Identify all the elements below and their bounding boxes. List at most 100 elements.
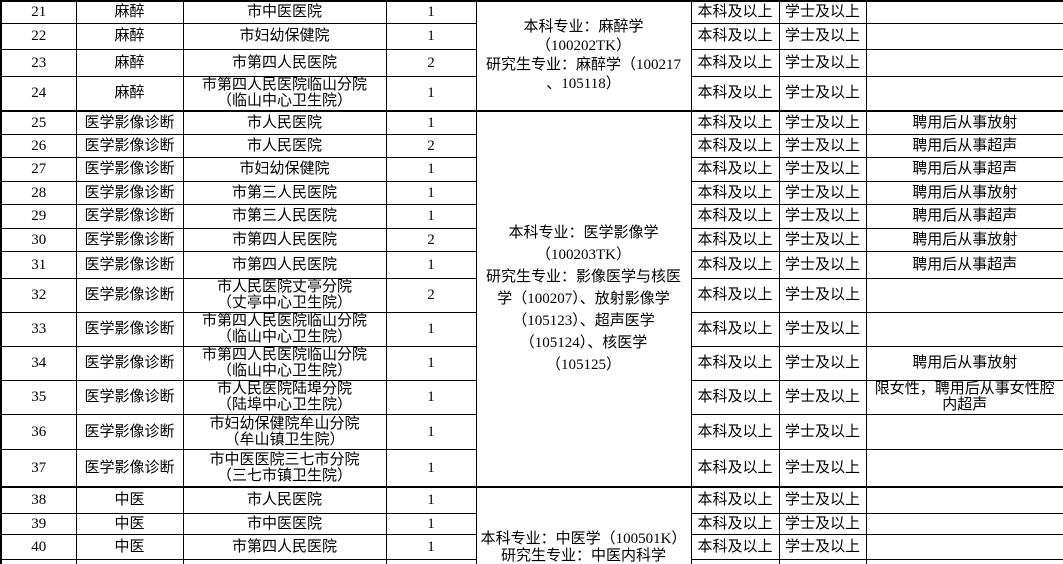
cell-hospital: 市第四人民医院临山分院 （临山中心卫生院）	[182, 311, 387, 347]
cell-education: 本科及以上	[690, 379, 780, 415]
cell-number: 40	[0, 533, 77, 560]
cell-education: 本科及以上	[690, 345, 780, 381]
cell-education: 本科及以上	[690, 533, 780, 560]
cell-remark	[865, 558, 1063, 564]
cell-education: 本科及以上	[690, 277, 780, 313]
cell-number: 33	[0, 311, 77, 347]
table-row: 33 医学影像诊断 市第四人民医院临山分院 （临山中心卫生院） 1 本科及以上 …	[0, 311, 1063, 347]
cell-major: 医学影像诊断	[75, 413, 184, 450]
cell-number: 37	[0, 448, 77, 488]
cell-count: 1	[385, 413, 477, 450]
cell-major: 麻醉	[75, 0, 184, 24]
table-row: 27 医学影像诊断 市妇幼保健院 1 本科及以上 学士及以上 聘用后从事超声	[0, 156, 1063, 182]
table-row: 23 麻醉 市第四人民医院 2 本科及以上 学士及以上	[0, 48, 1063, 77]
cell-degree: 学士及以上	[778, 486, 867, 514]
table-row: 21 麻醉 市中医医院 1 本科专业：麻醉学 （100202TK） 研究生专业：…	[0, 0, 1063, 112]
cell-remark: 限女性，聘用后从事女性腔内超声	[865, 379, 1063, 415]
table-row: 32 医学影像诊断 市人民医院丈亭分院 （丈亭中心卫生院） 2 本科及以上 学士…	[0, 277, 1063, 313]
cell-remark	[865, 48, 1063, 77]
cell-remark: 聘用后从事放射	[865, 110, 1063, 135]
cell-major: 医学影像诊断	[75, 110, 184, 135]
cell-degree: 学士及以上	[778, 345, 867, 381]
cell-count: 2	[385, 133, 477, 158]
cell-number: 24	[0, 75, 77, 112]
cell-major: 医学影像诊断	[75, 156, 184, 182]
cell-count: 1	[385, 156, 477, 182]
table-row: 26 医学影像诊断 市人民医院 2 本科及以上 学士及以上 聘用后从事超声	[0, 133, 1063, 158]
cell-major: 医学影像诊断	[75, 133, 184, 158]
cell-hospital: 市妇幼保健院	[182, 22, 387, 50]
cell-remark: 聘用后从事放射	[865, 345, 1063, 381]
cell-remark: 聘用后从事超声	[865, 203, 1063, 229]
cell-degree: 学士及以上	[778, 0, 867, 24]
table-row: 37 医学影像诊断 市中医医院三七市分院 （三七市镇卫生院） 1 本科及以上 学…	[0, 448, 1063, 488]
cell-hospital: 市中医医院三七市分院 （三七市镇卫生院）	[182, 448, 387, 488]
cell-degree: 学士及以上	[778, 379, 867, 415]
cell-major: 医学影像诊断	[75, 311, 184, 347]
cell-hospital: 市妇幼保健院牟山分院 （牟山镇卫生院）	[182, 413, 387, 450]
cell-major: 医学影像诊断	[75, 227, 184, 252]
cell-remark	[865, 533, 1063, 560]
cell-hospital: 市妇幼保健院	[182, 156, 387, 182]
cell-education: 本科及以上	[690, 413, 780, 450]
table-row: 31 医学影像诊断 市第四人民医院 1 本科及以上 学士及以上 聘用后从事超声	[0, 250, 1063, 279]
cell-number: 30	[0, 227, 77, 252]
cell-degree: 学士及以上	[778, 22, 867, 50]
cell-major: 中医	[75, 486, 184, 514]
cell-remark	[865, 448, 1063, 488]
table-row: 36 医学影像诊断 市妇幼保健院牟山分院 （牟山镇卫生院） 1 本科及以上 学士…	[0, 413, 1063, 450]
cell-remark: 聘用后从事超声	[865, 250, 1063, 279]
cell-hospital: 市人民医院	[182, 486, 387, 514]
cell-major	[75, 558, 184, 564]
cell-major-requirements: 本科专业：医学影像学 （100203TK） 研究生专业：影像医学与核医 学（10…	[475, 110, 692, 488]
cell-hospital: 市中医医院	[182, 0, 387, 24]
cell-number: 28	[0, 180, 77, 205]
cell-hospital: 市第四人民医院临山分院 （临山中心卫生院）	[182, 75, 387, 112]
cell-hospital: 市人民医院	[182, 133, 387, 158]
cell-number: 21	[0, 0, 77, 24]
cell-education: 本科及以上	[690, 512, 780, 535]
table-row: 35 医学影像诊断 市人民医院陆埠分院 （陆埠中心卫生院） 1 本科及以上 学士…	[0, 379, 1063, 415]
cell-education: 本科及以上	[690, 227, 780, 252]
cell-count: 1	[385, 512, 477, 535]
cell-education: 本科及以上	[690, 48, 780, 77]
cell-remark: 聘用后从事超声	[865, 133, 1063, 158]
cell-count: 1	[385, 180, 477, 205]
cell-major: 中医	[75, 512, 184, 535]
table-row: 34 医学影像诊断 市第四人民医院临山分院 （临山中心卫生院） 1 本科及以上 …	[0, 345, 1063, 381]
cell-education: 本科及以上	[690, 311, 780, 347]
table-row: 25 医学影像诊断 市人民医院 1 本科专业：医学影像学 （100203TK） …	[0, 110, 1063, 488]
cell-count	[385, 558, 477, 564]
cell-number: 35	[0, 379, 77, 415]
cell-hospital: 市第四人民医院	[182, 250, 387, 279]
cell-education: 本科及以上	[690, 156, 780, 182]
cell-hospital: 市第四人民医院	[182, 227, 387, 252]
cell-number: 34	[0, 345, 77, 381]
cell-count: 1	[385, 110, 477, 135]
cell-degree: 学士及以上	[778, 448, 867, 488]
cell-hospital	[182, 558, 387, 564]
cell-degree: 学士及以上	[778, 227, 867, 252]
cell-major: 麻醉	[75, 75, 184, 112]
cell-remark: 聘用后从事放射	[865, 227, 1063, 252]
cell-number: 25	[0, 110, 77, 135]
cell-degree: 学士及以上	[778, 48, 867, 77]
cell-number: 23	[0, 48, 77, 77]
cell-degree: 学士及以上	[778, 180, 867, 205]
cell-number: 36	[0, 413, 77, 450]
table-row: 38 中医 市人民医院 1 本科专业：中医学（100501K） 研究生专业：中医…	[0, 486, 1063, 564]
cell-degree: 学士及以上	[778, 311, 867, 347]
cell-count: 1	[385, 533, 477, 560]
cell-count: 1	[385, 0, 477, 24]
cell-education: 本科及以上	[690, 22, 780, 50]
cell-education: 本科及以上	[690, 133, 780, 158]
cell-degree	[778, 558, 867, 564]
cell-hospital: 市人民医院陆埠分院 （陆埠中心卫生院）	[182, 379, 387, 415]
cell-hospital: 市人民医院丈亭分院 （丈亭中心卫生院）	[182, 277, 387, 313]
cell-remark	[865, 413, 1063, 450]
cell-count: 1	[385, 379, 477, 415]
table-row: 28 医学影像诊断 市第三人民医院 1 本科及以上 学士及以上 聘用后从事放射	[0, 180, 1063, 205]
cell-hospital: 市第四人民医院	[182, 48, 387, 77]
cell-degree: 学士及以上	[778, 512, 867, 535]
cell-degree: 学士及以上	[778, 75, 867, 112]
